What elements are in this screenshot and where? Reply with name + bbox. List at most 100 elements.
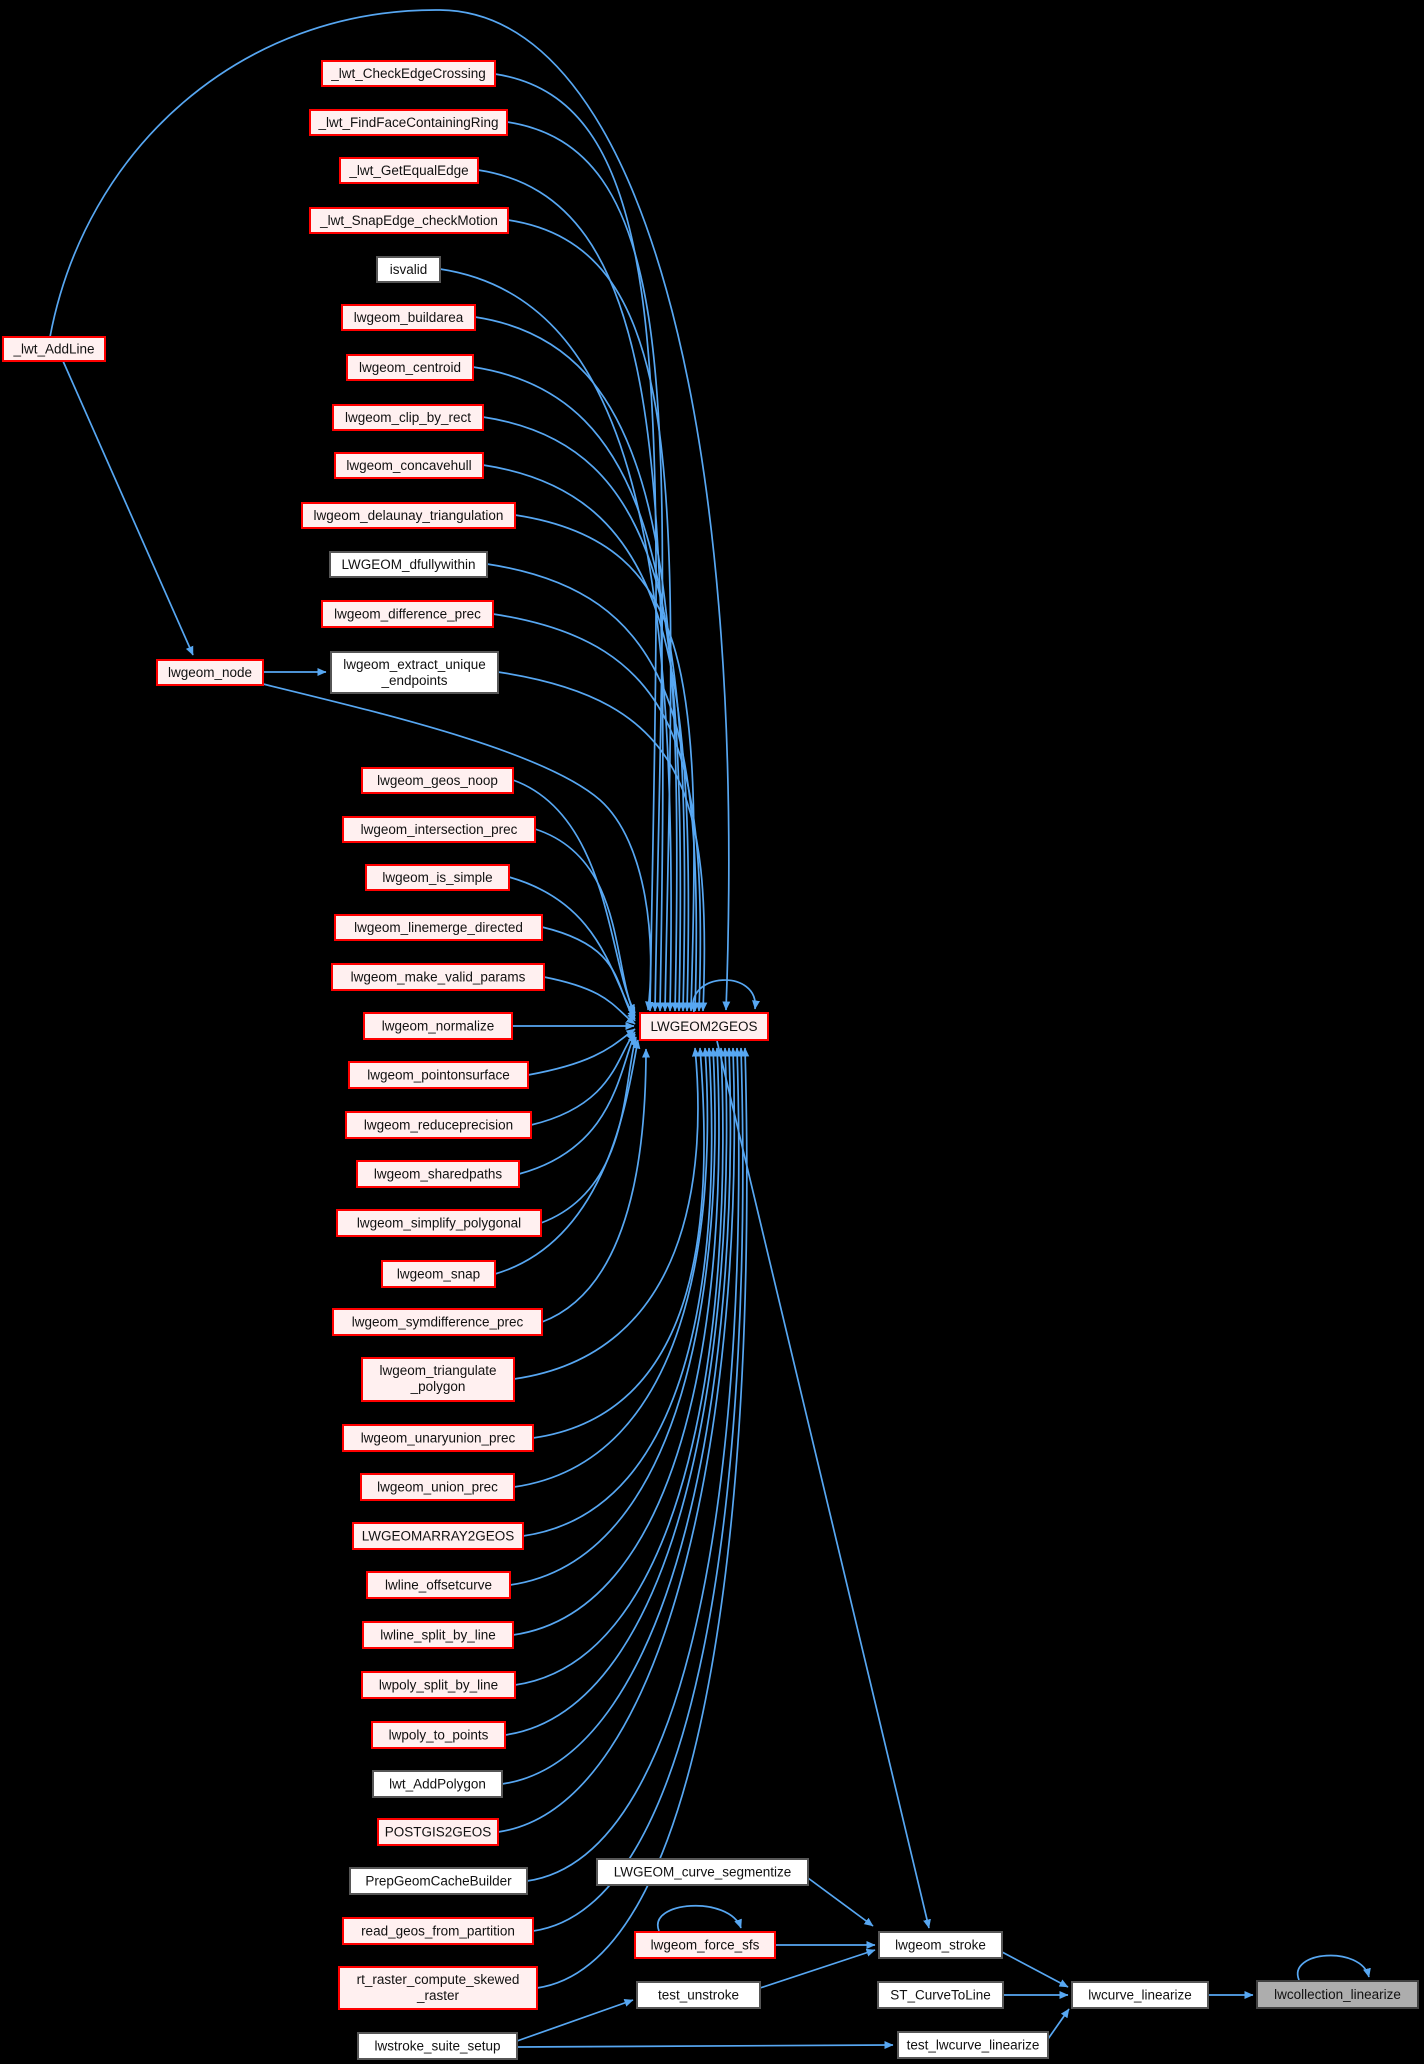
node-box-test_lwcurve_linearize[interactable] xyxy=(897,2031,1049,2059)
graph-node-lwgeom_geos_noop[interactable]: lwgeom_geos_noop xyxy=(361,767,514,794)
node-box-lwcollection_linearize[interactable] xyxy=(1256,1980,1419,2009)
node-box-lwpoly_split_by_line[interactable] xyxy=(361,1671,516,1699)
node-box-PrepGeomCacheBuilder[interactable] xyxy=(349,1867,528,1895)
graph-node-lwgeom_union_prec[interactable]: lwgeom_union_prec xyxy=(360,1473,515,1501)
graph-node-lwgeom_simplify_polygonal[interactable]: lwgeom_simplify_polygonal xyxy=(336,1209,542,1237)
graph-node-LWGEOMARRAY2GEOS[interactable]: LWGEOMARRAY2GEOS xyxy=(352,1522,524,1550)
node-box-lwgeom_force_sfs[interactable] xyxy=(634,1931,776,1959)
node-box-lwgeom_snap[interactable] xyxy=(381,1260,496,1288)
node-box-_lwt_FindFaceContainingRing[interactable] xyxy=(309,109,508,136)
graph-node-lwgeom_concavehull[interactable]: lwgeom_concavehull xyxy=(334,452,484,479)
node-box-lwt_AddPolygon[interactable] xyxy=(372,1770,503,1798)
node-box-LWGEOM2GEOS[interactable] xyxy=(639,1012,769,1041)
graph-node-rt_raster_compute_skewed_raster[interactable]: rt_raster_compute_skewed _raster xyxy=(338,1966,538,2010)
node-box-lwgeom_linemerge_directed[interactable] xyxy=(334,914,543,941)
graph-node-lwgeom_snap[interactable]: lwgeom_snap xyxy=(381,1260,496,1288)
graph-node-lwgeom_symdifference_prec[interactable]: lwgeom_symdifference_prec xyxy=(332,1308,543,1336)
graph-node-_lwt_SnapEdge_checkMotion[interactable]: _lwt_SnapEdge_checkMotion xyxy=(309,207,509,234)
node-box-lwgeom_delaunay_triangulation[interactable] xyxy=(301,502,516,529)
node-box-lwgeom_triangulate_polygon[interactable] xyxy=(361,1357,515,1402)
node-box-LWGEOM_curve_segmentize[interactable] xyxy=(596,1858,809,1886)
graph-node-ST_CurveToLine[interactable]: ST_CurveToLine xyxy=(877,1981,1004,2009)
graph-node-lwpoly_to_points[interactable]: lwpoly_to_points xyxy=(371,1721,506,1749)
node-box-lwgeom_reduceprecision[interactable] xyxy=(345,1111,532,1139)
node-box-LWGEOMARRAY2GEOS[interactable] xyxy=(352,1522,524,1550)
node-box-isvalid[interactable] xyxy=(376,256,441,283)
graph-node-_lwt_AddLine[interactable]: _lwt_AddLine xyxy=(2,336,106,362)
node-box-LWGEOM_dfullywithin[interactable] xyxy=(329,551,488,578)
node-box-lwgeom_union_prec[interactable] xyxy=(360,1473,515,1501)
graph-node-PrepGeomCacheBuilder[interactable]: PrepGeomCacheBuilder xyxy=(349,1867,528,1895)
node-box-lwgeom_geos_noop[interactable] xyxy=(361,767,514,794)
node-box-lwgeom_concavehull[interactable] xyxy=(334,452,484,479)
node-box-lwstroke_suite_setup[interactable] xyxy=(357,2032,518,2060)
node-box-test_unstroke[interactable] xyxy=(636,1981,761,2009)
graph-node-LWGEOM2GEOS[interactable]: LWGEOM2GEOS xyxy=(639,1012,769,1041)
graph-node-lwgeom_buildarea[interactable]: lwgeom_buildarea xyxy=(341,304,476,331)
graph-node-lwcollection_linearize[interactable]: lwcollection_linearize xyxy=(1256,1980,1419,2009)
graph-node-lwgeom_node[interactable]: lwgeom_node xyxy=(156,659,264,686)
node-box-rt_raster_compute_skewed_raster[interactable] xyxy=(338,1966,538,2010)
graph-node-lwgeom_intersection_prec[interactable]: lwgeom_intersection_prec xyxy=(342,816,536,843)
graph-node-lwgeom_unaryunion_prec[interactable]: lwgeom_unaryunion_prec xyxy=(342,1424,534,1452)
graph-node-lwline_offsetcurve[interactable]: lwline_offsetcurve xyxy=(366,1571,511,1599)
graph-node-lwgeom_difference_prec[interactable]: lwgeom_difference_prec xyxy=(321,600,494,628)
graph-node-LWGEOM_curve_segmentize[interactable]: LWGEOM_curve_segmentize xyxy=(596,1858,809,1886)
graph-node-lwgeom_triangulate_polygon[interactable]: lwgeom_triangulate _polygon xyxy=(361,1357,515,1402)
node-box-lwgeom_normalize[interactable] xyxy=(363,1012,513,1040)
graph-node-lwgeom_sharedpaths[interactable]: lwgeom_sharedpaths xyxy=(356,1160,520,1188)
graph-node-lwgeom_is_simple[interactable]: lwgeom_is_simple xyxy=(365,864,510,891)
graph-node-read_geos_from_partition[interactable]: read_geos_from_partition xyxy=(342,1917,534,1945)
node-box-_lwt_SnapEdge_checkMotion[interactable] xyxy=(309,207,509,234)
graph-node-_lwt_GetEqualEdge[interactable]: _lwt_GetEqualEdge xyxy=(339,157,479,184)
node-box-lwline_offsetcurve[interactable] xyxy=(366,1571,511,1599)
graph-node-lwgeom_delaunay_triangulation[interactable]: lwgeom_delaunay_triangulation xyxy=(301,502,516,529)
node-box-lwcurve_linearize[interactable] xyxy=(1071,1981,1209,2009)
graph-node-lwgeom_reduceprecision[interactable]: lwgeom_reduceprecision xyxy=(345,1111,532,1139)
graph-node-LWGEOM_dfullywithin[interactable]: LWGEOM_dfullywithin xyxy=(329,551,488,578)
node-box-lwgeom_simplify_polygonal[interactable] xyxy=(336,1209,542,1237)
graph-node-isvalid[interactable]: isvalid xyxy=(376,256,441,283)
graph-node-test_unstroke[interactable]: test_unstroke xyxy=(636,1981,761,2009)
node-box-_lwt_GetEqualEdge[interactable] xyxy=(339,157,479,184)
node-box-read_geos_from_partition[interactable] xyxy=(342,1917,534,1945)
graph-node-lwgeom_pointonsurface[interactable]: lwgeom_pointonsurface xyxy=(348,1061,529,1089)
graph-node-test_lwcurve_linearize[interactable]: test_lwcurve_linearize xyxy=(897,2031,1049,2059)
graph-node-lwgeom_stroke[interactable]: lwgeom_stroke xyxy=(878,1931,1003,1959)
graph-node-lwt_AddPolygon[interactable]: lwt_AddPolygon xyxy=(372,1770,503,1798)
graph-node-_lwt_FindFaceContainingRing[interactable]: _lwt_FindFaceContainingRing xyxy=(309,109,508,136)
graph-node-lwline_split_by_line[interactable]: lwline_split_by_line xyxy=(362,1621,514,1649)
node-box-lwgeom_sharedpaths[interactable] xyxy=(356,1160,520,1188)
node-box-lwgeom_node[interactable] xyxy=(156,659,264,686)
node-box-lwgeom_make_valid_params[interactable] xyxy=(331,963,545,991)
node-box-lwgeom_stroke[interactable] xyxy=(878,1931,1003,1959)
node-box-lwgeom_clip_by_rect[interactable] xyxy=(332,404,484,431)
node-box-lwpoly_to_points[interactable] xyxy=(371,1721,506,1749)
node-box-ST_CurveToLine[interactable] xyxy=(877,1981,1004,2009)
node-box-lwgeom_buildarea[interactable] xyxy=(341,304,476,331)
graph-node-lwstroke_suite_setup[interactable]: lwstroke_suite_setup xyxy=(357,2032,518,2060)
graph-node-lwpoly_split_by_line[interactable]: lwpoly_split_by_line xyxy=(361,1671,516,1699)
node-box-lwgeom_pointonsurface[interactable] xyxy=(348,1061,529,1089)
node-box-POSTGIS2GEOS[interactable] xyxy=(377,1818,499,1846)
node-box-_lwt_AddLine[interactable] xyxy=(2,336,106,362)
graph-node-lwgeom_clip_by_rect[interactable]: lwgeom_clip_by_rect xyxy=(332,404,484,431)
node-box-lwline_split_by_line[interactable] xyxy=(362,1621,514,1649)
node-box-_lwt_CheckEdgeCrossing[interactable] xyxy=(321,60,496,87)
graph-node-lwgeom_make_valid_params[interactable]: lwgeom_make_valid_params xyxy=(331,963,545,991)
node-box-lwgeom_is_simple[interactable] xyxy=(365,864,510,891)
graph-node-lwgeom_extract_unique_endpoints[interactable]: lwgeom_extract_unique _endpoints xyxy=(330,651,499,694)
node-box-lwgeom_difference_prec[interactable] xyxy=(321,600,494,628)
graph-node-lwgeom_normalize[interactable]: lwgeom_normalize xyxy=(363,1012,513,1040)
node-box-lwgeom_intersection_prec[interactable] xyxy=(342,816,536,843)
node-box-lwgeom_centroid[interactable] xyxy=(346,354,474,381)
graph-node-lwgeom_centroid[interactable]: lwgeom_centroid xyxy=(346,354,474,381)
graph-node-lwgeom_force_sfs[interactable]: lwgeom_force_sfs xyxy=(634,1931,776,1959)
node-box-lwgeom_extract_unique_endpoints[interactable] xyxy=(330,651,499,694)
graph-node-POSTGIS2GEOS[interactable]: POSTGIS2GEOS xyxy=(377,1818,499,1846)
node-box-lwgeom_unaryunion_prec[interactable] xyxy=(342,1424,534,1452)
graph-node-lwcurve_linearize[interactable]: lwcurve_linearize xyxy=(1071,1981,1209,2009)
node-box-lwgeom_symdifference_prec[interactable] xyxy=(332,1308,543,1336)
graph-node-lwgeom_linemerge_directed[interactable]: lwgeom_linemerge_directed xyxy=(334,914,543,941)
graph-node-_lwt_CheckEdgeCrossing[interactable]: _lwt_CheckEdgeCrossing xyxy=(321,60,496,87)
